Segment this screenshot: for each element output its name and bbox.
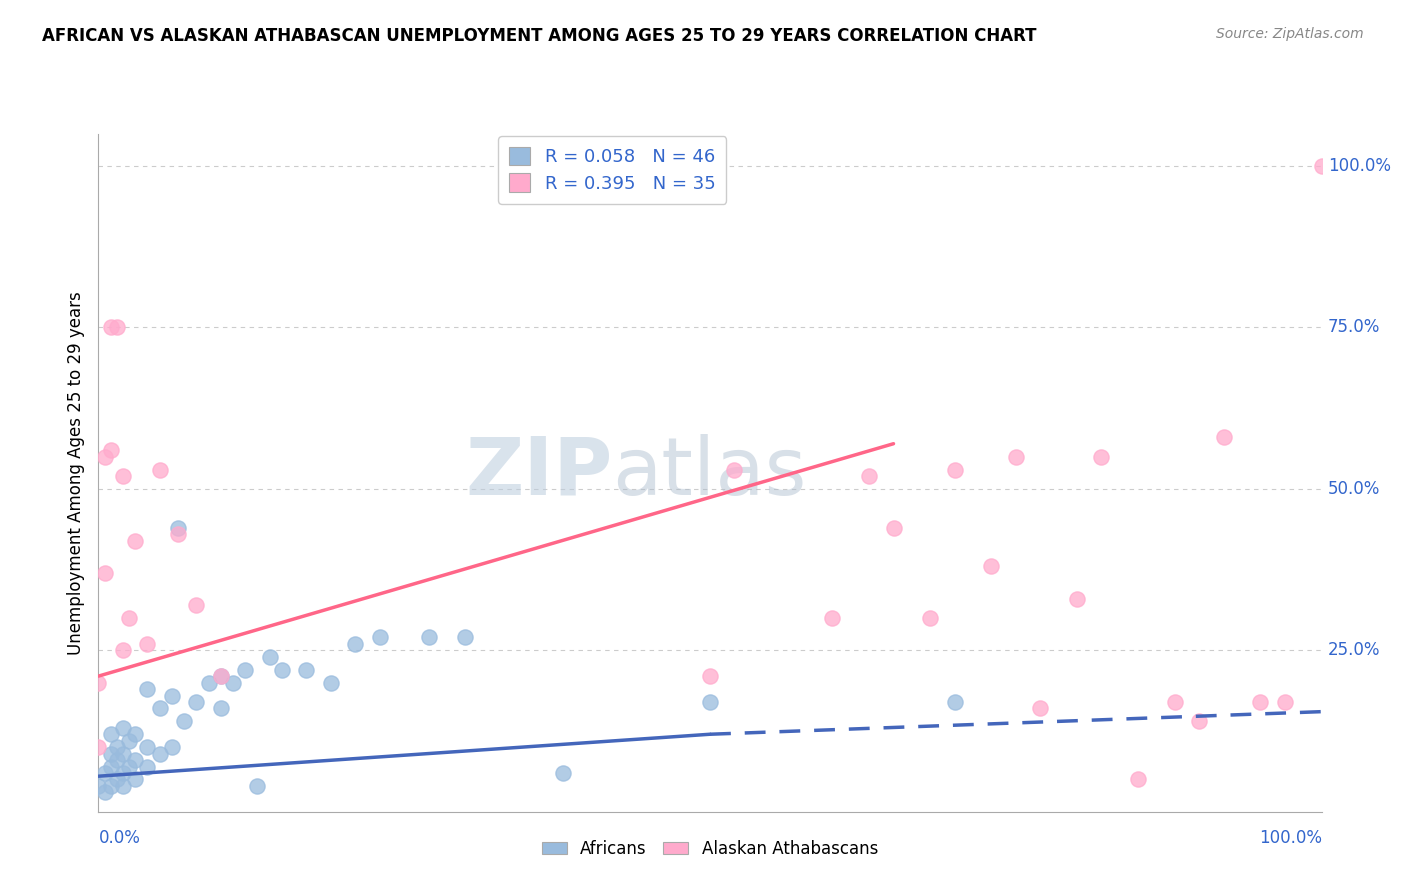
Point <box>124 753 146 767</box>
Point <box>111 643 134 657</box>
Point <box>920 611 942 625</box>
Point <box>136 740 159 755</box>
Point <box>186 695 208 709</box>
Point <box>100 747 122 761</box>
Point <box>209 669 232 683</box>
Point <box>136 681 159 696</box>
Point <box>118 733 141 747</box>
Point <box>111 469 134 483</box>
Point <box>454 631 477 645</box>
Point <box>87 675 110 690</box>
Point <box>118 611 141 625</box>
Point <box>1090 450 1112 464</box>
Point <box>111 779 134 793</box>
Point <box>93 450 115 464</box>
Point <box>124 772 146 787</box>
Point <box>160 740 183 755</box>
Point <box>100 759 122 773</box>
Text: 100.0%: 100.0% <box>1258 829 1322 847</box>
Text: 50.0%: 50.0% <box>1327 480 1381 498</box>
Point <box>87 779 110 793</box>
Point <box>100 443 122 458</box>
Point <box>1164 695 1187 709</box>
Point <box>105 772 128 787</box>
Point <box>149 462 172 476</box>
Point <box>111 766 134 780</box>
Text: AFRICAN VS ALASKAN ATHABASCAN UNEMPLOYMENT AMONG AGES 25 TO 29 YEARS CORRELATION: AFRICAN VS ALASKAN ATHABASCAN UNEMPLOYME… <box>42 27 1036 45</box>
Point <box>105 740 128 755</box>
Point <box>100 320 122 334</box>
Point <box>259 649 281 664</box>
Point <box>93 566 115 580</box>
Point <box>1188 714 1211 729</box>
Point <box>1029 701 1052 715</box>
Point <box>295 663 318 677</box>
Point <box>1004 450 1026 464</box>
Point <box>699 695 721 709</box>
Point <box>980 559 1002 574</box>
Point <box>100 727 122 741</box>
Point <box>1310 159 1333 173</box>
Point <box>319 675 342 690</box>
Point <box>111 747 134 761</box>
Point <box>136 637 159 651</box>
Point <box>1212 430 1234 444</box>
Point <box>368 631 391 645</box>
Point <box>553 766 575 780</box>
Point <box>943 695 966 709</box>
Text: 25.0%: 25.0% <box>1327 641 1381 659</box>
Point <box>858 469 880 483</box>
Point <box>93 785 115 799</box>
Point <box>167 527 190 541</box>
Text: 0.0%: 0.0% <box>98 829 141 847</box>
Point <box>186 598 208 612</box>
Point <box>699 669 721 683</box>
Legend: Africans, Alaskan Athabascans: Africans, Alaskan Athabascans <box>536 833 884 864</box>
Point <box>344 637 367 651</box>
Point <box>105 753 128 767</box>
Point <box>1249 695 1271 709</box>
Point <box>270 663 294 677</box>
Text: atlas: atlas <box>612 434 807 512</box>
Point <box>209 701 232 715</box>
Point <box>105 320 128 334</box>
Point <box>87 740 110 755</box>
Y-axis label: Unemployment Among Ages 25 to 29 years: Unemployment Among Ages 25 to 29 years <box>66 291 84 655</box>
Point <box>118 759 141 773</box>
Point <box>136 759 159 773</box>
Point <box>93 766 115 780</box>
Text: 75.0%: 75.0% <box>1327 318 1381 336</box>
Point <box>943 462 966 476</box>
Point <box>1274 695 1296 709</box>
Point <box>149 747 172 761</box>
Point <box>209 669 232 683</box>
Point <box>173 714 195 729</box>
Point <box>1128 772 1150 787</box>
Point <box>167 521 190 535</box>
Point <box>246 779 269 793</box>
Point <box>1066 591 1088 606</box>
Point <box>821 611 844 625</box>
Point <box>197 675 219 690</box>
Point <box>124 533 146 548</box>
Point <box>233 663 256 677</box>
Text: Source: ZipAtlas.com: Source: ZipAtlas.com <box>1216 27 1364 41</box>
Point <box>160 689 183 703</box>
Point <box>418 631 440 645</box>
Point <box>111 721 134 735</box>
Point <box>124 727 146 741</box>
Point <box>883 521 905 535</box>
Text: ZIP: ZIP <box>465 434 612 512</box>
Point <box>723 462 745 476</box>
Text: 100.0%: 100.0% <box>1327 157 1391 175</box>
Point <box>100 779 122 793</box>
Point <box>149 701 172 715</box>
Point <box>222 675 245 690</box>
